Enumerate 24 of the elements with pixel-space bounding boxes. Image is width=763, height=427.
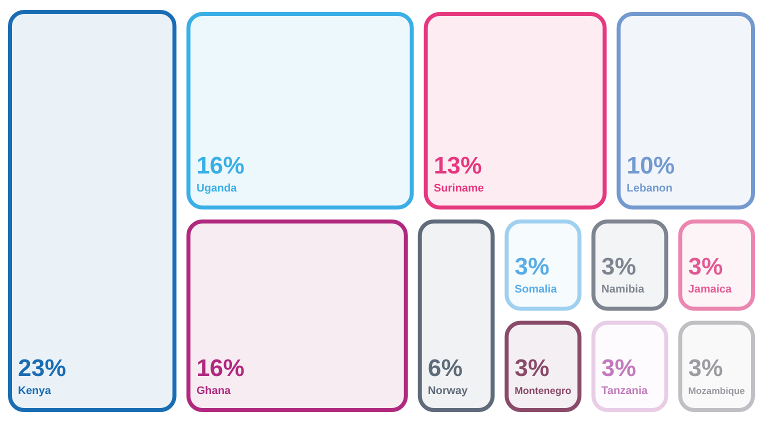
category-label: Lebanon	[626, 182, 673, 194]
data-label: 3%	[514, 355, 550, 382]
data-label: 16%	[196, 355, 244, 382]
category-label: Kenya	[18, 385, 52, 397]
data-label: 13%	[434, 152, 482, 180]
data-label: 3%	[688, 355, 723, 382]
category-label: Uganda	[196, 182, 238, 194]
data-label: 6%	[428, 355, 463, 382]
category-label: Tanzania	[601, 385, 649, 397]
data-label: 23%	[18, 355, 66, 382]
category-label: Suriname	[434, 182, 484, 194]
category-label: Somalia	[514, 284, 558, 296]
data-label: 16%	[196, 152, 244, 180]
data-label: 3%	[601, 355, 636, 382]
category-label: Norway	[428, 385, 468, 397]
data-label: 3%	[688, 254, 723, 281]
data-label: 3%	[514, 254, 550, 281]
category-label: Montenegro	[514, 386, 572, 397]
category-label: Jamaica	[688, 284, 733, 296]
category-label: Ghana	[196, 385, 232, 397]
category-label: Mozambique	[688, 386, 745, 396]
data-label: 10%	[626, 152, 675, 180]
data-label: 3%	[601, 254, 636, 281]
category-label: Namibia	[601, 284, 646, 296]
